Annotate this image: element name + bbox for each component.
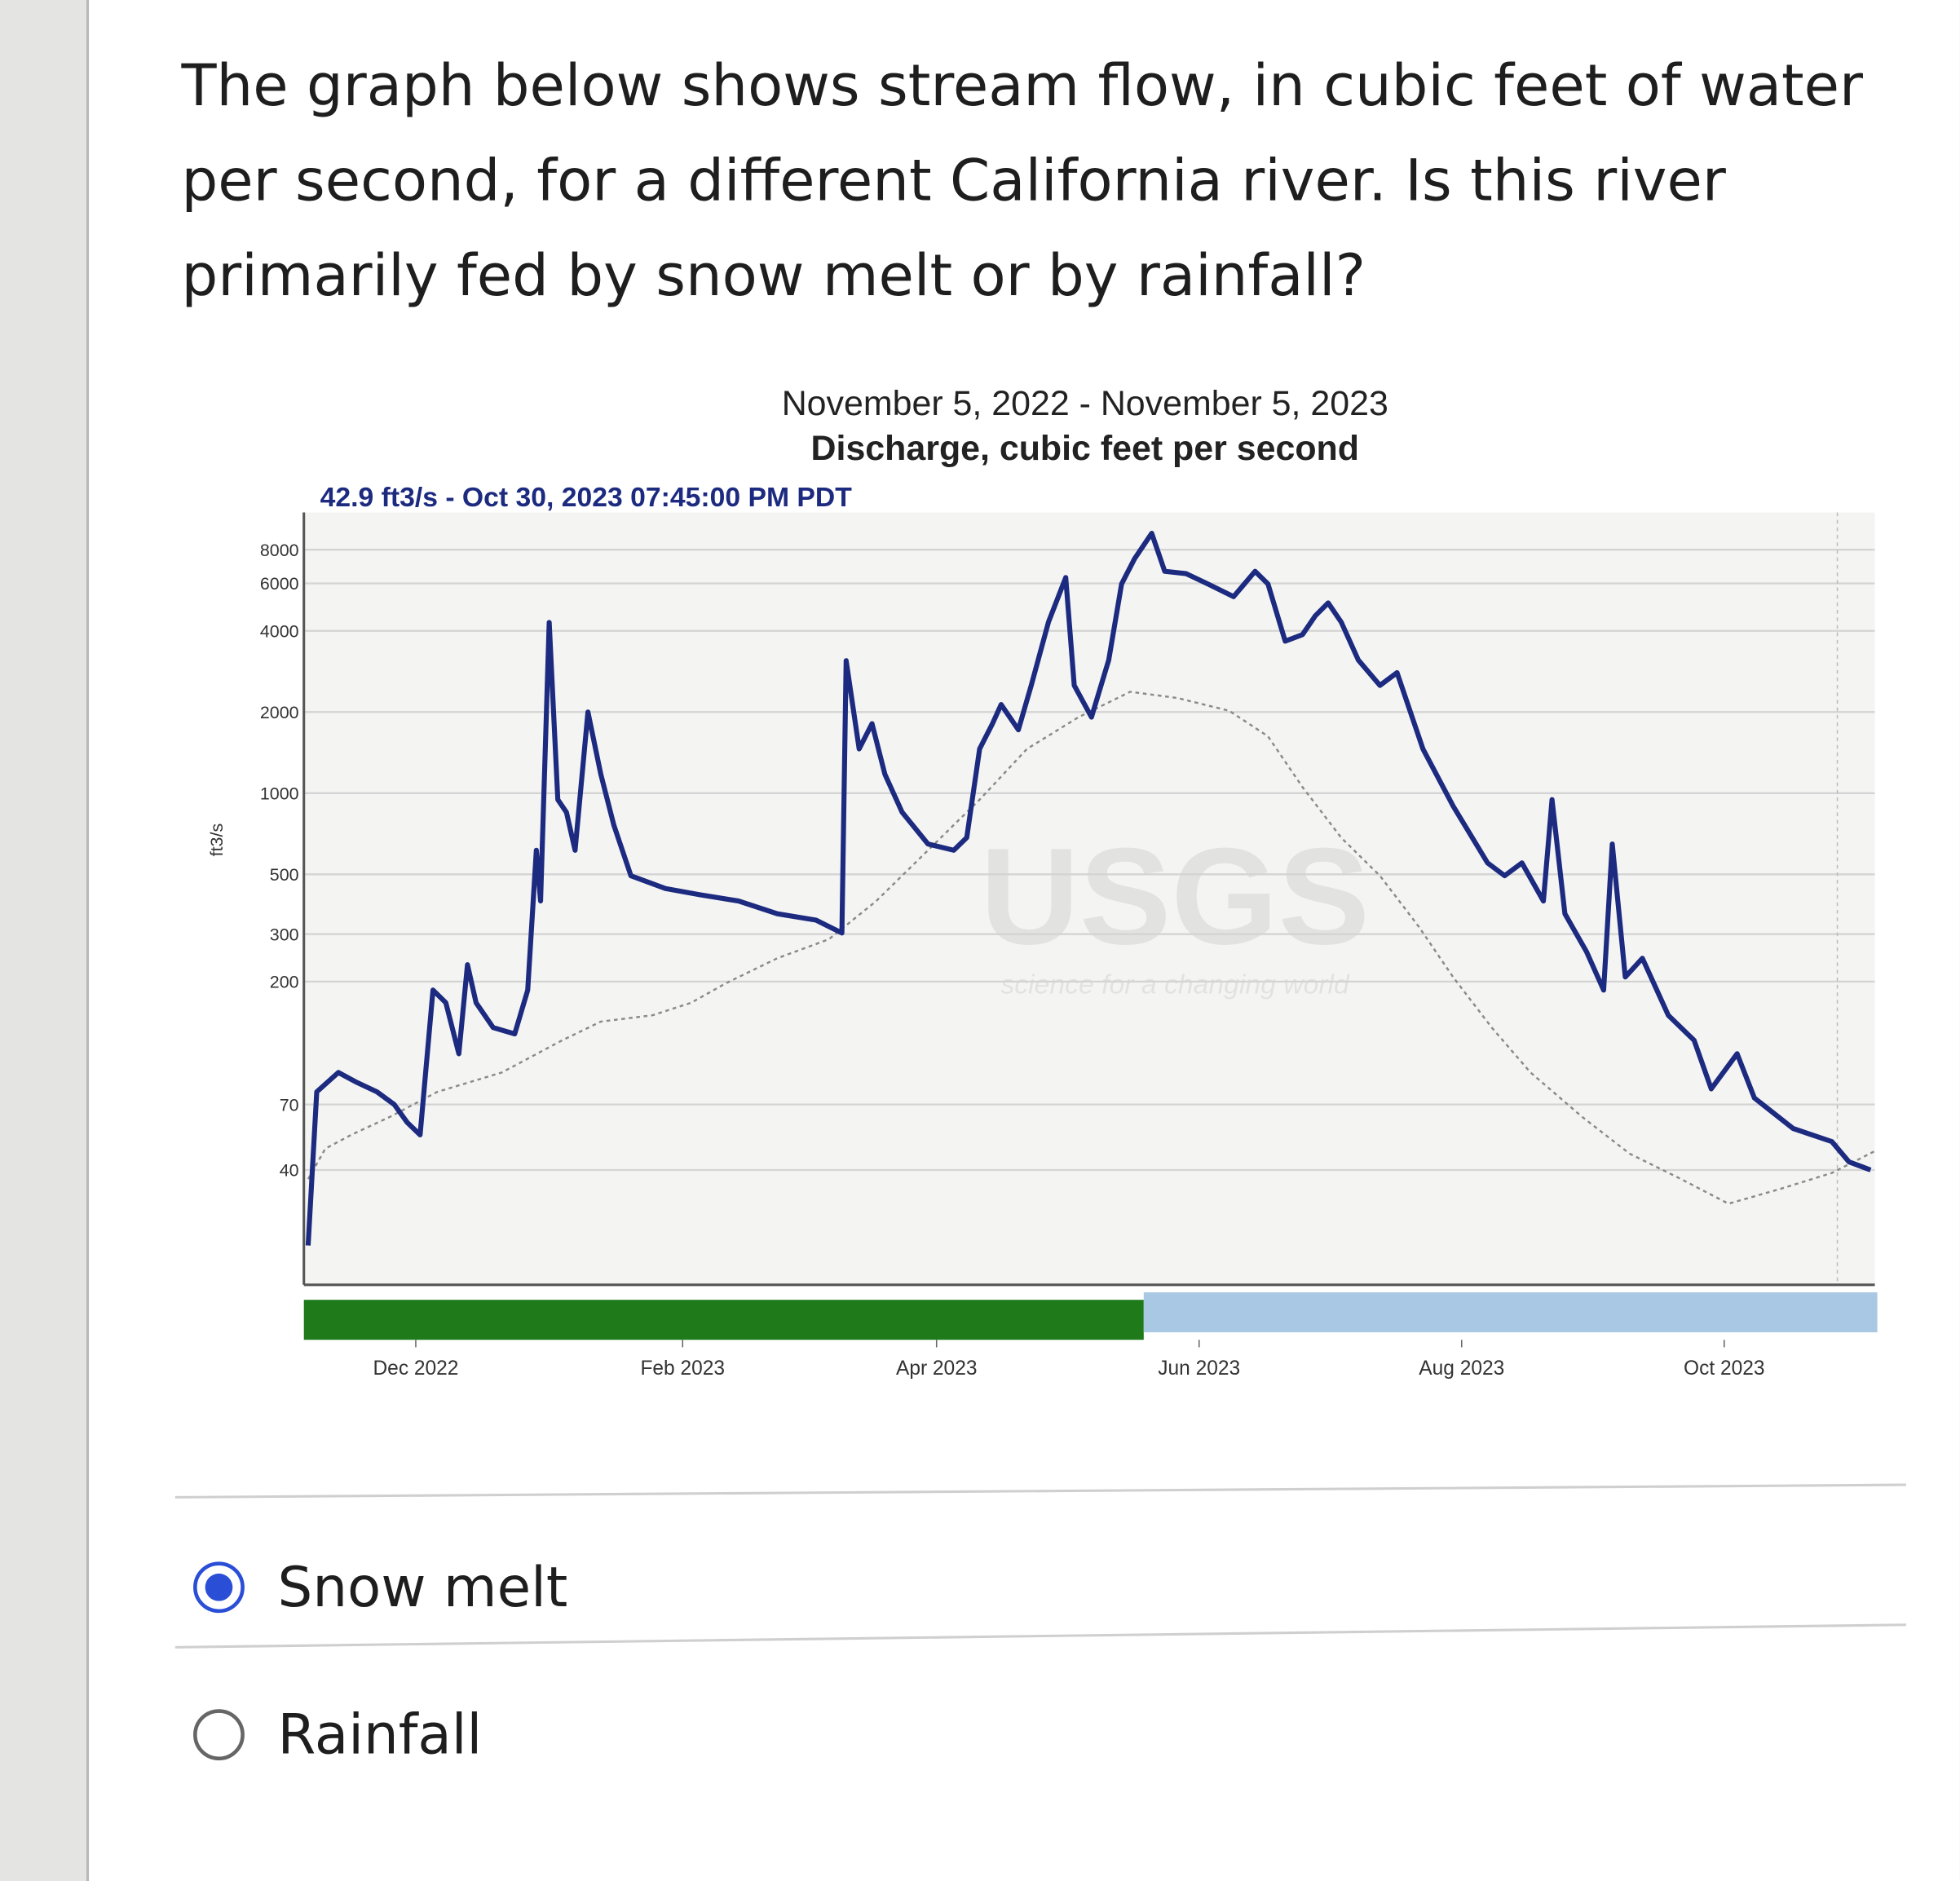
x-tick-label: Dec 2022	[373, 1358, 458, 1380]
annotation: 42.9 ft3/s - Oct 30, 2023 07:45:00 PM PD…	[320, 482, 853, 513]
x-tick-label: Aug 2023	[1419, 1358, 1504, 1380]
radio-dot	[205, 1573, 233, 1601]
chart: November 5, 2022 - November 5, 2023 Disc…	[207, 384, 1878, 1380]
options: Snow melt Rainfall	[193, 1555, 568, 1767]
divider	[174, 1623, 1906, 1649]
y-tick-label: 8000	[260, 541, 299, 560]
question-line: primarily fed by snow melt or by rainfal…	[181, 242, 1366, 309]
divider	[174, 1483, 1906, 1499]
chart-title: November 5, 2022 - November 5, 2023	[782, 384, 1388, 423]
watermark: USGS	[980, 819, 1370, 973]
option-label[interactable]: Rainfall	[278, 1702, 483, 1767]
series-line	[307, 691, 1876, 1205]
status-bar-provisional	[1143, 1292, 1878, 1333]
question-line: per second, for a different California r…	[181, 147, 1725, 214]
plot-area	[303, 512, 1875, 1285]
x-tick-label: Feb 2023	[640, 1358, 725, 1380]
series-line	[305, 531, 1872, 1246]
y-tick-label: 300	[270, 925, 299, 944]
question-line: The graph below shows stream flow, in cu…	[180, 52, 1863, 119]
chart-subtitle: Discharge, cubic feet per second	[811, 429, 1359, 468]
option-label[interactable]: Snow melt	[278, 1555, 568, 1619]
radio-option[interactable]: Snow melt	[193, 1555, 568, 1619]
y-tick-label: 200	[270, 973, 299, 992]
y-tick-label: 1000	[260, 784, 299, 803]
y-tick-label: 40	[280, 1161, 299, 1181]
radio-option[interactable]: Rainfall	[193, 1702, 483, 1767]
y-tick-label: 6000	[260, 574, 299, 594]
y-tick-label: 500	[270, 865, 299, 885]
x-tick-label: Oct 2023	[1684, 1358, 1765, 1380]
status-bar-approved	[303, 1300, 1144, 1340]
x-tick-label: Apr 2023	[896, 1358, 977, 1380]
y-axis-label: ft3/s	[207, 823, 227, 857]
y-tick-label: 4000	[260, 621, 299, 641]
watermark-tagline: science for a changing world	[1000, 969, 1350, 1000]
y-tick-label: 70	[280, 1095, 299, 1115]
y-tick-label: 2000	[260, 703, 299, 722]
radio-button[interactable]	[193, 1709, 245, 1761]
x-tick-label: Jun 2023	[1158, 1358, 1240, 1380]
